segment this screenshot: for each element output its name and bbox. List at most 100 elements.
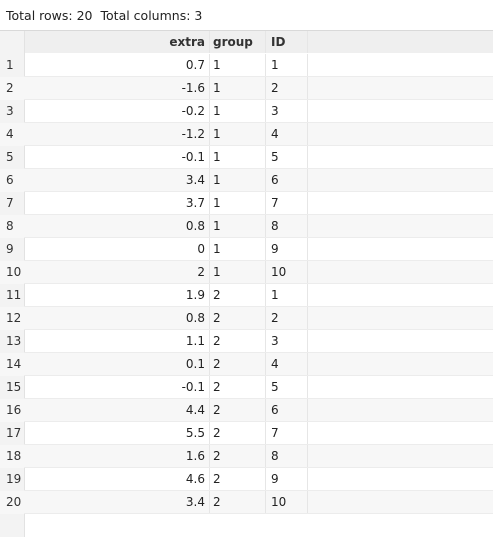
table-row[interactable]: 17 5.5 2 7 (0, 422, 493, 445)
cell-extra: 3.4 (24, 169, 210, 192)
cell-group: 1 (210, 238, 266, 261)
table-row[interactable]: 18 1.6 2 8 (0, 445, 493, 468)
cell-filler (308, 330, 493, 353)
row-divider (24, 329, 493, 330)
row-index-cell: 15 (6, 380, 22, 394)
table-row[interactable]: 11 1.9 2 1 (0, 284, 493, 307)
cell-group: 2 (210, 330, 266, 353)
table-row[interactable]: 15 -0.1 2 5 (0, 376, 493, 399)
table-row[interactable]: 10 2 1 10 (0, 261, 493, 284)
row-divider (24, 283, 493, 284)
row-index-cell: 17 (6, 426, 22, 440)
cell-group: 1 (210, 100, 266, 123)
table-row[interactable]: 3 -0.2 1 3 (0, 100, 493, 123)
cell-filler (308, 491, 493, 514)
table-row[interactable]: 16 4.4 2 6 (0, 399, 493, 422)
cell-id: 4 (266, 123, 308, 146)
row-index-cell: 12 (6, 311, 22, 325)
row-divider (24, 214, 493, 215)
cell-id: 5 (266, 376, 308, 399)
column-header-id[interactable]: ID (266, 31, 308, 53)
cell-group: 1 (210, 192, 266, 215)
total-columns-label: Total columns: 3 (100, 8, 203, 23)
cell-id: 8 (266, 215, 308, 238)
data-grid[interactable]: extra group ID 1 0.7 1 1 2 -1.6 1 2 3 -0.2 1 3 4 -1.2… (0, 30, 493, 537)
row-divider (24, 260, 493, 261)
cell-extra: 1.6 (24, 445, 210, 468)
cell-group: 2 (210, 376, 266, 399)
cell-group: 2 (210, 284, 266, 307)
row-index-cell: 19 (6, 472, 22, 486)
table-row[interactable]: 1 0.7 1 1 (0, 54, 493, 77)
cell-filler (308, 353, 493, 376)
cell-id: 7 (266, 422, 308, 445)
table-row[interactable]: 2 -1.6 1 2 (0, 77, 493, 100)
row-divider (24, 306, 493, 307)
row-index-header (0, 31, 24, 53)
cell-group: 2 (210, 399, 266, 422)
table-row[interactable]: 19 4.6 2 9 (0, 468, 493, 491)
cell-extra: 1.1 (24, 330, 210, 353)
row-divider (24, 490, 493, 491)
cell-filler (308, 100, 493, 123)
cell-id: 6 (266, 399, 308, 422)
cell-group: 2 (210, 307, 266, 330)
cell-filler (308, 376, 493, 399)
table-row[interactable]: 14 0.1 2 4 (0, 353, 493, 376)
cell-filler (308, 468, 493, 491)
table-row[interactable]: 13 1.1 2 3 (0, 330, 493, 353)
table-row[interactable]: 8 0.8 1 8 (0, 215, 493, 238)
cell-extra: 3.4 (24, 491, 210, 514)
cell-filler (308, 169, 493, 192)
row-divider (24, 513, 493, 514)
cell-group: 1 (210, 215, 266, 238)
row-divider (24, 421, 493, 422)
cell-extra: -0.2 (24, 100, 210, 123)
column-header-extra[interactable]: extra (24, 31, 210, 53)
cell-group: 1 (210, 54, 266, 77)
row-index-cell: 7 (6, 196, 14, 210)
cell-group: 2 (210, 353, 266, 376)
cell-filler (308, 77, 493, 100)
cell-group: 2 (210, 445, 266, 468)
cell-id: 8 (266, 445, 308, 468)
cell-group: 2 (210, 422, 266, 445)
row-index-cell: 4 (6, 127, 14, 141)
cell-extra: 5.5 (24, 422, 210, 445)
table-row[interactable]: 5 -0.1 1 5 (0, 146, 493, 169)
table-row[interactable]: 12 0.8 2 2 (0, 307, 493, 330)
row-divider (24, 99, 493, 100)
cell-extra: -0.1 (24, 146, 210, 169)
cell-filler (308, 399, 493, 422)
cell-filler (308, 146, 493, 169)
row-divider (24, 145, 493, 146)
row-index-cell: 3 (6, 104, 14, 118)
row-index-cell: 18 (6, 449, 22, 463)
row-divider (24, 352, 493, 353)
cell-filler (308, 284, 493, 307)
row-divider (24, 467, 493, 468)
cell-filler (308, 238, 493, 261)
table-row[interactable]: 4 -1.2 1 4 (0, 123, 493, 146)
cell-id: 10 (266, 261, 308, 284)
cell-id: 2 (266, 77, 308, 100)
row-divider (24, 444, 493, 445)
row-index-cell: 2 (6, 81, 14, 95)
cell-group: 1 (210, 261, 266, 284)
table-row[interactable]: 20 3.4 2 10 (0, 491, 493, 514)
row-divider (24, 375, 493, 376)
row-divider (24, 76, 493, 77)
row-index-cell: 13 (6, 334, 22, 348)
cell-id: 9 (266, 238, 308, 261)
cell-id: 3 (266, 330, 308, 353)
column-header-group[interactable]: group (210, 31, 266, 53)
cell-extra: -0.1 (24, 376, 210, 399)
table-row[interactable]: 6 3.4 1 6 (0, 169, 493, 192)
cell-extra: 1.9 (24, 284, 210, 307)
row-divider (24, 398, 493, 399)
cell-id: 10 (266, 491, 308, 514)
cell-filler (308, 54, 493, 77)
table-row[interactable]: 7 3.7 1 7 (0, 192, 493, 215)
cell-extra: -1.2 (24, 123, 210, 146)
